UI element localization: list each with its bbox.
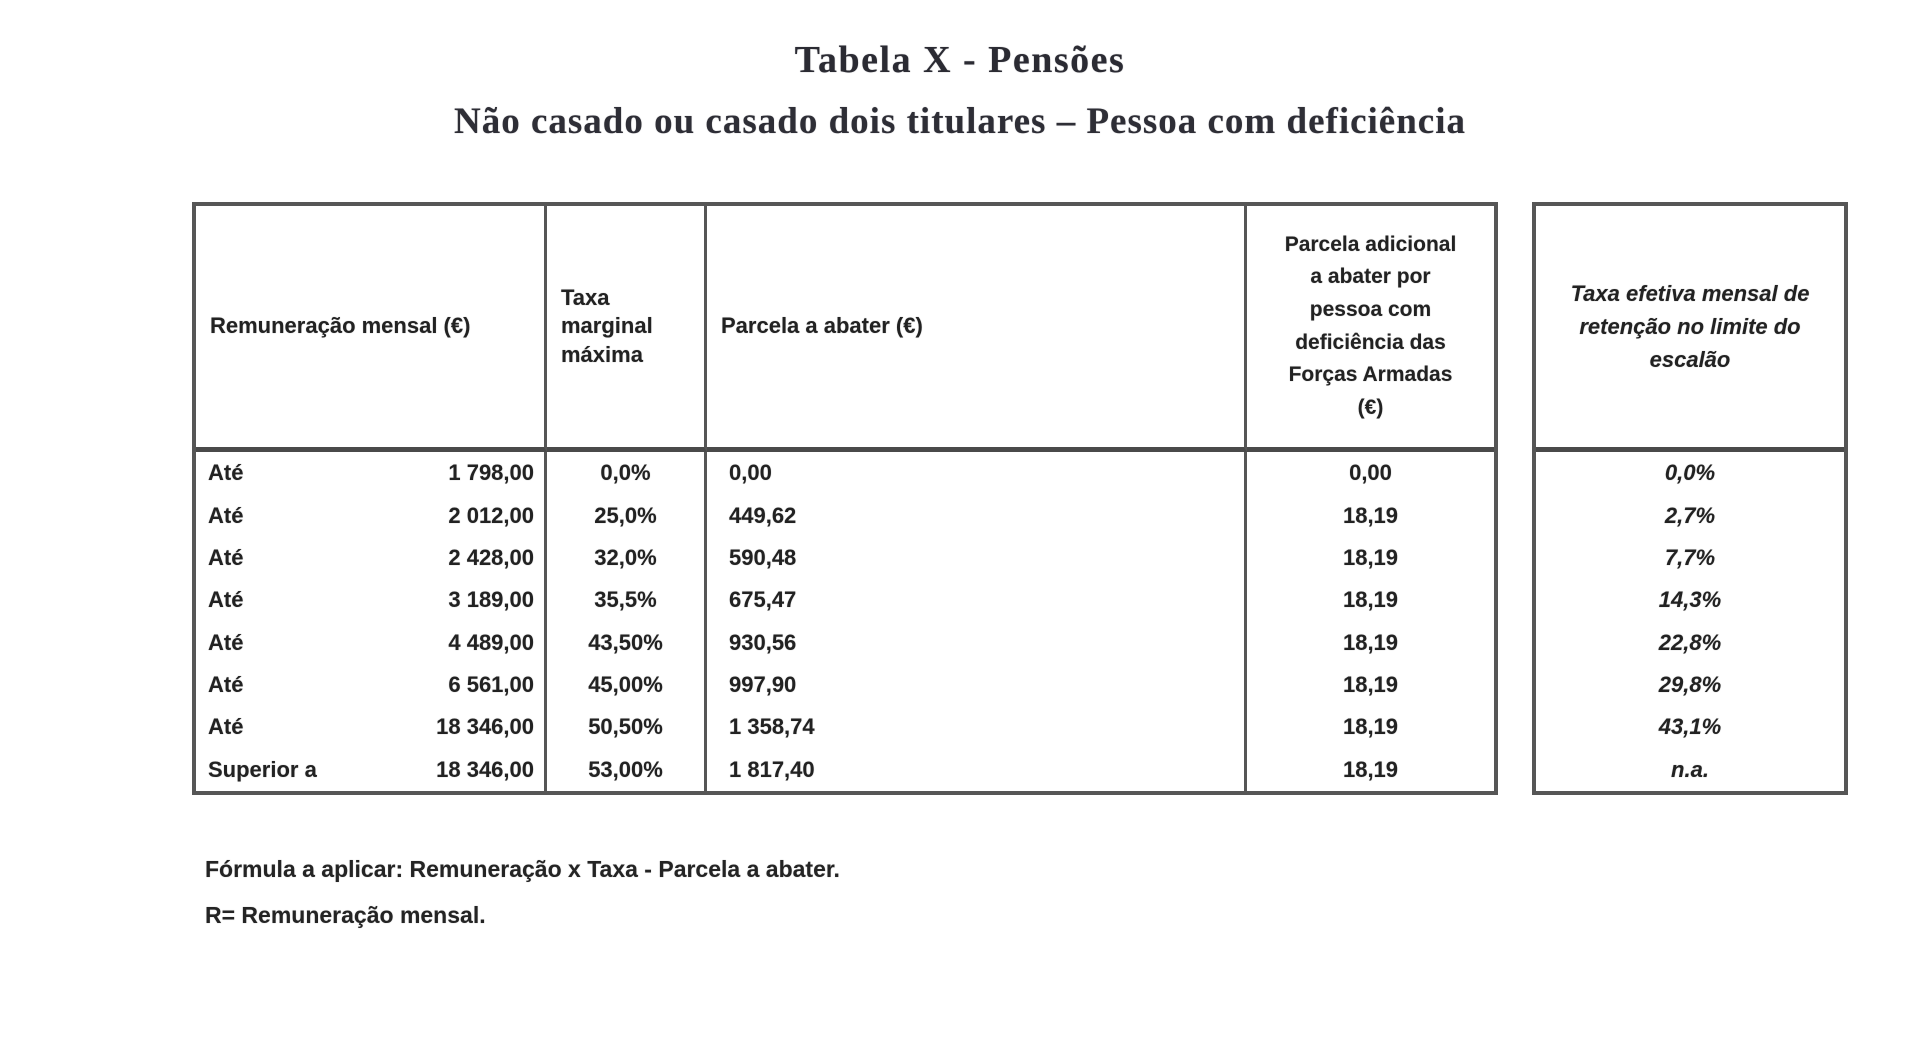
parcela-adicional-cell: 18,19 [1342, 629, 1399, 655]
limit-prefix: Superior a [208, 756, 317, 782]
formula-note: Fórmula a aplicar: Remuneração x Taxa - … [205, 856, 840, 882]
parcela-cell: 997,90 [707, 663, 1247, 707]
taxa-efetiva-cell: 29,8% [1658, 672, 1722, 698]
table-row-limit: Até 2 012,00 [196, 494, 547, 537]
remuneration-note: R= Remuneração mensal. [205, 902, 486, 928]
parcela-adicional-cell: 18,19 [1342, 544, 1399, 570]
header-taxa-efetiva: Taxa efetiva mensal de retenção no limit… [1536, 206, 1844, 452]
limit-prefix: Até [208, 587, 244, 613]
marginal-rate-cell: 32,0% [547, 536, 707, 580]
table-row-limit: Até 18 346,00 [196, 706, 547, 749]
marginal-rate-cell: 25,0% [547, 494, 707, 537]
header-taxa-marginal-maxima: Taxa marginal máxima [547, 206, 707, 452]
taxa-efetiva-cell: 2,7% [1664, 502, 1716, 528]
parcela-adicional-cell: 18,19 [1342, 714, 1399, 740]
header-parcela-adicional: Parcela adicional a abater por pessoa co… [1247, 206, 1494, 452]
page-title: Tabela X - Pensões [794, 39, 1126, 81]
limit-value: 18 346,00 [436, 714, 534, 740]
table-row-limit: Até 4 489,00 [196, 621, 547, 664]
limit-prefix: Até [208, 460, 244, 486]
limit-value: 2 012,00 [448, 502, 534, 528]
parcela-cell: 590,48 [707, 536, 1247, 580]
limit-prefix: Até [208, 672, 244, 698]
marginal-rate-cell: 43,50% [547, 621, 707, 664]
parcela-cell: 1 358,74 [707, 706, 1247, 749]
table-row-limit: Até 3 189,00 [196, 579, 547, 622]
limit-value: 6 561,00 [448, 672, 534, 698]
taxa-efetiva-cell: 14,3% [1658, 587, 1722, 613]
taxa-efetiva-cell: 7,7% [1664, 544, 1716, 570]
limit-prefix: Até [208, 502, 244, 528]
header-parcela-a-abater: Parcela a abater (€) [707, 206, 1247, 452]
table-row-limit: Até 6 561,00 [196, 663, 547, 707]
parcela-cell: 675,47 [707, 579, 1247, 622]
parcela-cell: 930,56 [707, 621, 1247, 664]
pension-table: Remuneração mensal (€) Taxa marginal máx… [192, 202, 1498, 795]
limit-prefix: Até [208, 714, 244, 740]
parcela-adicional-cell: 18,19 [1342, 502, 1399, 528]
taxa-efetiva-cell: 43,1% [1658, 714, 1722, 740]
limit-prefix: Até [208, 629, 244, 655]
taxa-efetiva-cell: n.a. [1671, 756, 1709, 782]
parcela-cell: 449,62 [707, 494, 1247, 537]
table-row-limit: Superior a 18 346,00 [196, 748, 547, 791]
taxa-efetiva-cell: 0,0% [1664, 460, 1716, 486]
limit-value: 1 798,00 [448, 460, 534, 486]
parcela-adicional-cell: 18,19 [1342, 587, 1399, 613]
page-subtitle: Não casado ou casado dois titulares – Pe… [453, 101, 1467, 142]
limit-value: 2 428,00 [448, 544, 534, 570]
limit-prefix: Até [208, 544, 244, 570]
parcela-adicional-cell: 0,00 [1349, 460, 1392, 486]
limit-value: 3 189,00 [448, 587, 534, 613]
parcela-cell: 0,00 [707, 452, 1247, 495]
header-remuneracao-mensal: Remuneração mensal (€) [196, 206, 547, 452]
taxa-efetiva-cell: 22,8% [1658, 629, 1722, 655]
marginal-rate-cell: 35,5% [547, 579, 707, 622]
marginal-rate-cell: 50,50% [547, 706, 707, 749]
parcela-adicional-cell: 18,19 [1342, 756, 1399, 782]
limit-value: 18 346,00 [436, 756, 534, 782]
footnotes: Fórmula a aplicar: Remuneração x Taxa - … [205, 846, 840, 938]
marginal-rate-cell: 45,00% [547, 663, 707, 707]
marginal-rate-cell: 53,00% [547, 748, 707, 791]
limit-value: 4 489,00 [448, 629, 534, 655]
table-row-limit: Até 1 798,00 [196, 452, 547, 495]
parcela-adicional-cell: 18,19 [1342, 672, 1399, 698]
table-row-limit: Até 2 428,00 [196, 536, 547, 580]
effective-rate-table: Taxa efetiva mensal de retenção no limit… [1532, 202, 1848, 795]
parcela-cell: 1 817,40 [707, 748, 1247, 791]
marginal-rate-cell: 0,0% [547, 452, 707, 495]
